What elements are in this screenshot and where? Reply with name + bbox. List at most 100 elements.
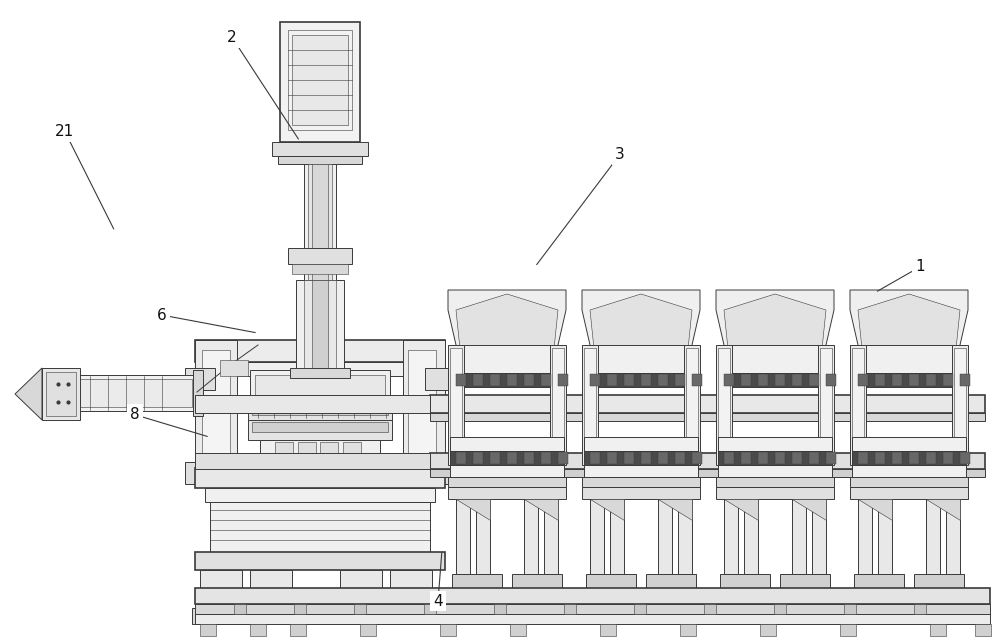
Bar — [312, 164, 328, 349]
Bar — [248, 420, 392, 440]
Bar — [448, 477, 566, 487]
Bar — [692, 374, 702, 386]
Bar — [450, 451, 564, 465]
Bar — [844, 604, 856, 614]
Bar — [792, 452, 802, 464]
Bar — [926, 499, 940, 574]
Bar — [914, 574, 964, 588]
Bar — [960, 374, 970, 386]
Polygon shape — [590, 294, 692, 359]
Bar — [624, 374, 634, 386]
Bar — [430, 453, 985, 469]
Bar — [450, 345, 564, 373]
Bar — [850, 477, 968, 487]
Bar — [288, 30, 352, 130]
Polygon shape — [15, 368, 42, 420]
Bar — [892, 374, 902, 386]
Bar — [658, 374, 668, 386]
Polygon shape — [858, 499, 892, 520]
Text: 1: 1 — [915, 259, 925, 275]
Bar — [430, 413, 985, 421]
Bar — [582, 345, 598, 465]
Bar — [684, 345, 700, 465]
Bar — [678, 499, 692, 574]
Bar — [541, 374, 551, 386]
Bar — [290, 624, 306, 636]
Polygon shape — [792, 499, 826, 520]
Bar — [909, 374, 919, 386]
Bar — [646, 574, 696, 588]
Bar — [818, 345, 834, 465]
Bar — [320, 442, 338, 464]
Polygon shape — [590, 499, 624, 520]
Bar — [250, 624, 266, 636]
Bar — [775, 374, 785, 386]
Bar — [42, 368, 80, 420]
Bar — [852, 345, 966, 373]
Bar — [584, 451, 698, 465]
Bar — [288, 248, 352, 264]
Bar — [564, 604, 576, 614]
Bar — [46, 372, 76, 416]
Bar — [205, 362, 435, 376]
Bar — [582, 487, 700, 499]
Bar — [634, 604, 646, 614]
Bar — [792, 374, 802, 386]
Bar — [507, 374, 517, 386]
Bar — [456, 452, 466, 464]
Bar — [718, 451, 832, 465]
Bar — [510, 624, 526, 636]
Bar — [80, 379, 192, 407]
Bar — [255, 375, 385, 395]
Bar — [296, 280, 344, 370]
Bar — [852, 451, 966, 465]
Bar — [826, 452, 836, 464]
Bar — [854, 574, 904, 588]
Bar — [308, 164, 332, 349]
Bar — [354, 604, 366, 614]
Bar — [716, 487, 834, 499]
Polygon shape — [716, 290, 834, 363]
Bar — [590, 374, 600, 386]
Bar — [202, 350, 230, 460]
Bar — [195, 552, 445, 570]
Bar — [724, 374, 734, 386]
Bar — [760, 624, 776, 636]
Bar — [624, 452, 634, 464]
Polygon shape — [724, 499, 758, 520]
Bar — [607, 374, 617, 386]
Bar — [75, 375, 197, 411]
Bar — [744, 499, 758, 574]
Polygon shape — [850, 290, 968, 363]
Bar — [658, 499, 672, 574]
Bar — [205, 488, 435, 502]
Bar — [272, 142, 368, 156]
Bar — [809, 452, 819, 464]
Bar — [584, 345, 698, 373]
Bar — [192, 608, 250, 624]
Bar — [260, 440, 380, 468]
Bar — [852, 465, 966, 477]
Bar — [840, 624, 856, 636]
Bar — [425, 368, 455, 390]
Bar — [490, 374, 500, 386]
Bar — [252, 422, 388, 432]
Bar — [304, 164, 336, 349]
Bar — [185, 462, 215, 484]
Bar — [494, 604, 506, 614]
Bar — [430, 469, 985, 477]
Bar — [195, 340, 445, 362]
Bar — [875, 374, 885, 386]
Bar — [408, 350, 436, 460]
Bar — [600, 624, 616, 636]
Bar — [584, 348, 596, 462]
Bar — [852, 437, 966, 451]
Bar — [195, 614, 990, 624]
Bar — [448, 345, 464, 465]
Bar — [195, 468, 445, 488]
Bar — [878, 499, 892, 574]
Bar — [456, 374, 466, 386]
Bar — [826, 374, 836, 386]
Polygon shape — [658, 499, 692, 520]
Polygon shape — [524, 499, 558, 520]
